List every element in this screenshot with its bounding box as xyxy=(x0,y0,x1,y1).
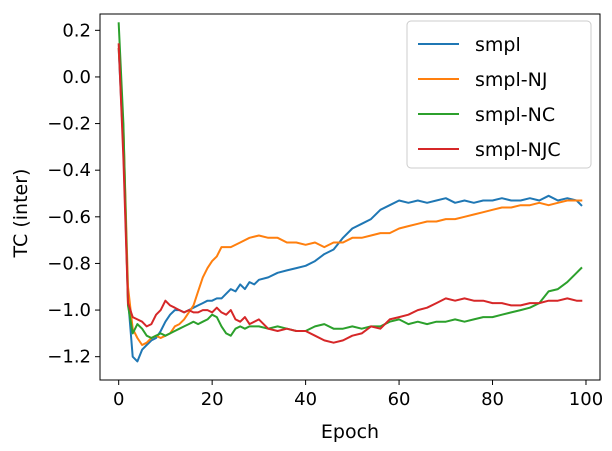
x-axis-label: Epoch xyxy=(321,421,379,443)
y-tick-label: −0.6 xyxy=(47,207,91,228)
legend-label-4: smpl-NJC xyxy=(475,139,561,161)
legend-label-1: smpl xyxy=(475,34,521,56)
y-tick-label: 0.2 xyxy=(62,20,91,41)
x-tick-label: 100 xyxy=(569,389,603,410)
x-tick-label: 0 xyxy=(113,389,124,410)
series-line-1 xyxy=(117,47,583,363)
series-layer xyxy=(117,22,583,363)
legend: smpl smpl-NJ smpl-NC smpl-NJC xyxy=(406,20,592,169)
y-tick-label: 0.0 xyxy=(62,67,91,88)
y-tick-label: −1.2 xyxy=(47,347,91,368)
axes-layer: 0 20 40 60 80 100 0.2 0.0 −0.2 −0.4 −0.6 −0.8 −1.0 −1… xyxy=(47,13,603,410)
legend-label-2: smpl-NJ xyxy=(475,69,547,91)
plot-frame xyxy=(99,13,601,381)
series-line-4 xyxy=(117,43,583,344)
x-tick-label: 40 xyxy=(294,389,317,410)
y-axis-label: TC (inter) xyxy=(10,169,32,259)
y-tick-label: −0.2 xyxy=(47,114,91,135)
x-tick-label: 20 xyxy=(201,389,224,410)
x-tick-label: 80 xyxy=(481,389,504,410)
y-tick-label: −0.4 xyxy=(47,160,91,181)
x-tick-label: 60 xyxy=(388,389,411,410)
legend-label-3: smpl-NC xyxy=(475,104,555,126)
y-tick-label: −0.8 xyxy=(47,253,91,274)
legend-box xyxy=(406,20,592,169)
y-tick-label: −1.0 xyxy=(47,300,91,321)
